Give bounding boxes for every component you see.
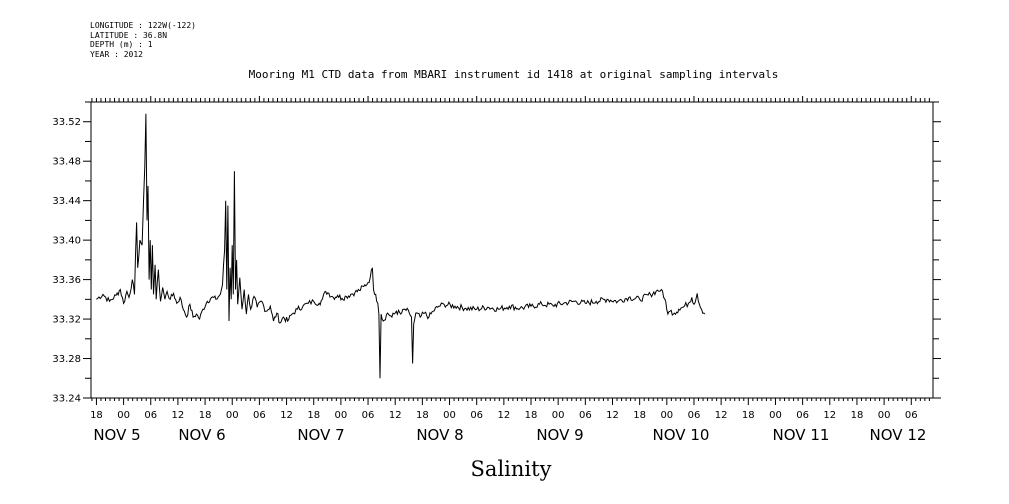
x-hour-label: 06	[470, 410, 483, 421]
x-axis-label: Salinity	[471, 457, 552, 481]
y-tick-label: 33.32	[52, 315, 81, 326]
latitude-label: LATITUDE : 36.8N	[90, 30, 168, 40]
x-hour-label: 00	[769, 410, 782, 421]
x-hour-label: 18	[742, 410, 755, 421]
x-hour-label: 18	[851, 410, 864, 421]
x-hour-label: 18	[90, 410, 103, 421]
depth-label: DEPTH (m) : 1	[90, 40, 153, 49]
x-hour-label: 12	[280, 410, 293, 421]
x-hour-label: 00	[117, 410, 130, 421]
x-date-label: NOV 11	[773, 426, 830, 444]
x-hour-label: 12	[497, 410, 510, 421]
y-tick-label: 33.40	[52, 236, 81, 247]
x-hour-label: 12	[715, 410, 728, 421]
x-hour-label: 12	[606, 410, 619, 421]
x-hour-label: 12	[389, 410, 402, 421]
x-hour-label: 00	[443, 410, 456, 421]
x-hour-label: 18	[525, 410, 538, 421]
x-hour-label: 12	[823, 410, 836, 421]
x-hour-label: 06	[253, 410, 266, 421]
salinity-series-line	[96, 113, 706, 379]
x-hour-label: 06	[144, 410, 157, 421]
x-hour-label: 18	[416, 410, 429, 421]
y-tick-label: 33.28	[52, 354, 81, 365]
y-tick-label: 33.52	[52, 117, 81, 128]
y-tick-label: 33.44	[52, 196, 81, 207]
y-tick-label: 33.48	[52, 157, 81, 168]
x-date-label: NOV 12	[870, 426, 927, 444]
x-hour-label: 18	[307, 410, 320, 421]
location-metadata: LONGITUDE : 122W(-122) LATITUDE : 36.8N DE…	[90, 21, 196, 59]
x-hour-label: 00	[335, 410, 348, 421]
plot-frame	[90, 101, 934, 399]
x-hour-label: 06	[905, 410, 918, 421]
x-hour-label: 18	[199, 410, 212, 421]
y-tick-label: 33.36	[52, 275, 81, 286]
x-date-label: NOV 9	[536, 426, 583, 444]
x-hour-label: 18	[633, 410, 646, 421]
x-hour-label: 06	[688, 410, 701, 421]
x-date-label: NOV 5	[93, 426, 140, 444]
x-date-label: NOV 6	[178, 426, 225, 444]
x-hour-label: 06	[796, 410, 809, 421]
x-hour-label: 06	[579, 410, 592, 421]
x-date-label: NOV 8	[416, 426, 463, 444]
x-date-label: NOV 10	[653, 426, 710, 444]
x-hour-label: 00	[660, 410, 673, 421]
x-hour-label: 00	[878, 410, 891, 421]
longitude-label: LONGITUDE : 122W(-122)	[90, 21, 196, 30]
x-hour-label: 12	[172, 410, 185, 421]
x-hour-label: 06	[362, 410, 375, 421]
x-hour-label: 00	[552, 410, 565, 421]
x-date-label: NOV 7	[297, 426, 344, 444]
x-hour-label: 00	[226, 410, 239, 421]
y-tick-label: 33.24	[52, 394, 81, 405]
year-label: YEAR : 2012	[90, 49, 143, 59]
chart-title: Mooring M1 CTD data from MBARI instrumen…	[248, 68, 779, 81]
